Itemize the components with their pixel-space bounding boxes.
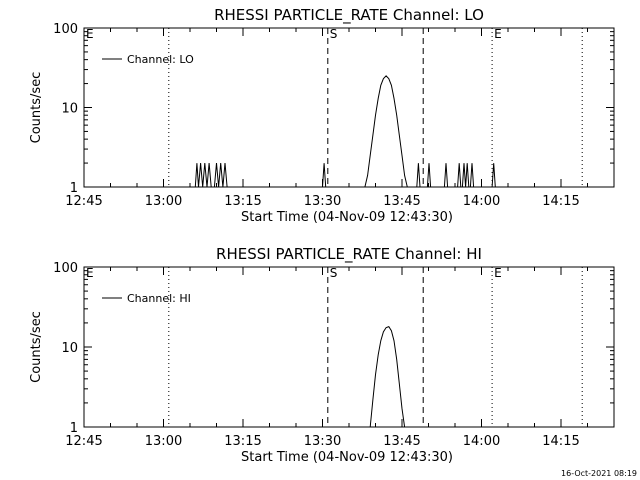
y-tick-label: 10 xyxy=(61,102,78,117)
y-axis-label: Counts/sec xyxy=(29,311,44,383)
x-tick-label: 14:15 xyxy=(542,434,579,449)
series-line xyxy=(369,325,406,428)
x-tick-label: 13:00 xyxy=(145,434,182,449)
x-tick-label: 14:00 xyxy=(463,194,500,209)
legend-label: Channel: HI xyxy=(127,292,191,305)
footer-timestamp: 16-Oct-2021 08:19 xyxy=(561,469,637,478)
x-tick-label: 13:00 xyxy=(145,194,182,209)
y-tick-label: 100 xyxy=(53,22,78,37)
x-axis-label: Start Time (04-Nov-09 12:43:30) xyxy=(241,210,453,225)
x-tick-label: 13:45 xyxy=(383,194,420,209)
x-tick-label: 14:00 xyxy=(463,434,500,449)
x-tick-label: 13:15 xyxy=(224,434,261,449)
chart-panel-hi: RHESSI PARTICLE_RATE Channel: HI Counts/s… xyxy=(29,245,615,465)
x-tick-label: 13:30 xyxy=(304,434,341,449)
y-tick-label: 1 xyxy=(70,421,78,436)
series-line xyxy=(194,75,496,188)
legend-label: Channel: LO xyxy=(127,53,194,66)
plot-frame xyxy=(83,27,615,188)
plot-frame xyxy=(83,266,615,428)
x-tick-label: 13:45 xyxy=(383,434,420,449)
y-axis-label: Counts/sec xyxy=(29,72,44,144)
x-tick-label: 13:30 xyxy=(304,194,341,209)
event-marker-label: E xyxy=(86,266,94,280)
event-marker-label: E xyxy=(494,266,502,280)
x-tick-label: 14:15 xyxy=(542,194,579,209)
x-tick-label: 13:15 xyxy=(224,194,261,209)
y-tick-label: 1 xyxy=(70,181,78,196)
chart-title: RHESSI PARTICLE_RATE Channel: HI xyxy=(216,245,482,264)
x-tick-label: 12:45 xyxy=(65,194,102,209)
x-axis-label: Start Time (04-Nov-09 12:43:30) xyxy=(241,450,453,465)
chart-panel-lo: RHESSI PARTICLE_RATE Channel: LO Counts/s… xyxy=(29,6,615,225)
event-marker-label: E xyxy=(494,27,502,41)
event-marker-label: S xyxy=(330,27,338,41)
y-tick-label: 100 xyxy=(53,261,78,276)
chart-title: RHESSI PARTICLE_RATE Channel: LO xyxy=(214,6,484,25)
y-tick-label: 10 xyxy=(61,341,78,356)
x-tick-label: 12:45 xyxy=(65,434,102,449)
event-marker-label: E xyxy=(86,27,94,41)
event-marker-label: S xyxy=(330,266,338,280)
